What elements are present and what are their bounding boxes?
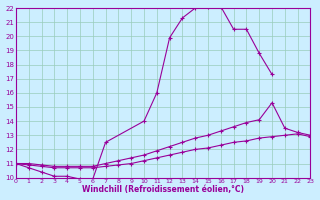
X-axis label: Windchill (Refroidissement éolien,°C): Windchill (Refroidissement éolien,°C) xyxy=(82,185,244,194)
